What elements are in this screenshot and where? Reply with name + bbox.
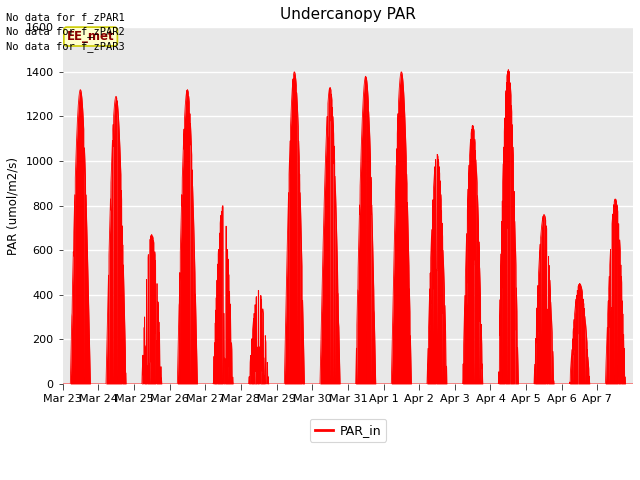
Legend: PAR_in: PAR_in: [310, 419, 386, 442]
Text: No data for f_zPAR1: No data for f_zPAR1: [6, 12, 125, 23]
Text: No data for f_zPAR2: No data for f_zPAR2: [6, 26, 125, 37]
Text: No data for f_zPAR3: No data for f_zPAR3: [6, 41, 125, 52]
Text: EE_met: EE_met: [67, 30, 115, 43]
Y-axis label: PAR (umol/m2/s): PAR (umol/m2/s): [7, 156, 20, 254]
Title: Undercanopy PAR: Undercanopy PAR: [280, 7, 416, 22]
